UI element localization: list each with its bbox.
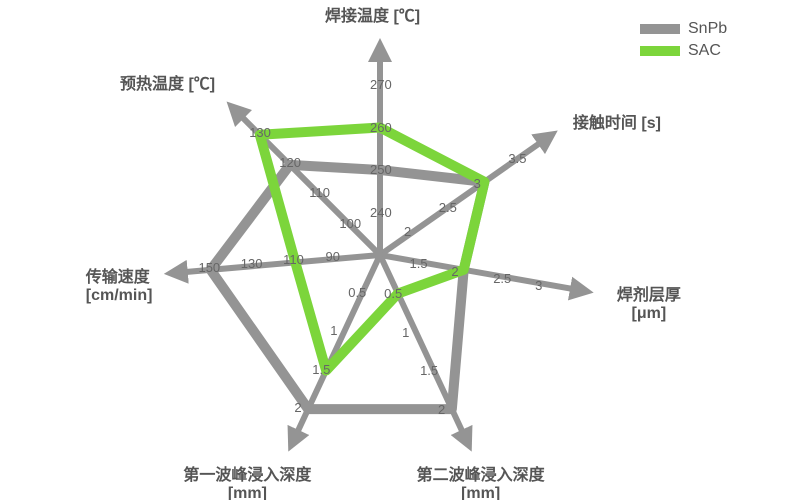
axis-label-contact: 接触时间 [s] — [573, 109, 661, 133]
tick-contact-2.5: 2.5 — [439, 200, 457, 215]
legend: SnPb SAC — [640, 20, 727, 64]
legend-label-SnPb: SnPb — [688, 20, 727, 38]
tick-dip1-0.5: 0.5 — [348, 285, 366, 300]
legend-item-SnPb: SnPb — [640, 20, 727, 38]
tick-dip2-2: 2 — [438, 402, 445, 417]
legend-label-SAC: SAC — [688, 42, 721, 60]
tick-preheat-110: 110 — [309, 185, 330, 200]
tick-dip1-1: 1 — [330, 323, 337, 338]
legend-swatch-SAC — [640, 46, 680, 56]
tick-weld_temp-270: 270 — [370, 77, 392, 92]
tick-weld_temp-250: 250 — [370, 162, 392, 177]
tick-layer-3: 3 — [535, 278, 542, 293]
legend-swatch-SnPb — [640, 24, 680, 34]
tick-layer-2.5: 2.5 — [493, 271, 511, 286]
axis-label-dip1: 第一波峰浸入深度[mm] — [183, 461, 311, 500]
legend-item-SAC: SAC — [640, 42, 727, 60]
tick-contact-2: 2 — [404, 224, 411, 239]
radar-chart-container: 240 250 260 270 2 2.5 3 3.5 1.5 2 2.5 3 0.5 1 1.5 2 0.5 1… — [0, 0, 800, 500]
tick-contact-3.5: 3.5 — [508, 151, 526, 166]
tick-speed-110: 110 — [283, 252, 304, 267]
tick-layer-2: 2 — [451, 264, 458, 279]
axis-label-preheat: 预热温度 [℃] — [120, 70, 215, 94]
tick-speed-130: 130 — [241, 256, 263, 271]
tick-weld_temp-240: 240 — [370, 205, 392, 220]
axis-label-dip2: 第二波峰浸入深度[mm] — [417, 461, 545, 500]
tick-preheat-120: 120 — [279, 155, 301, 170]
tick-dip2-1.5: 1.5 — [420, 363, 438, 378]
tick-preheat-130: 130 — [249, 125, 271, 140]
axis-label-layer: 焊剂层厚[μm] — [617, 281, 681, 323]
tick-speed-90: 90 — [325, 249, 339, 264]
axis-label-speed: 传输速度[cm/min] — [86, 263, 153, 305]
tick-dip2-0.5: 0.5 — [384, 286, 402, 301]
tick-dip1-2: 2 — [294, 400, 301, 415]
tick-layer-1.5: 1.5 — [410, 256, 428, 271]
axis-label-weld_temp: 焊接温度 [℃] — [325, 2, 420, 26]
tick-dip1-1.5: 1.5 — [312, 362, 330, 377]
tick-contact-3: 3 — [474, 176, 481, 191]
tick-weld_temp-260: 260 — [370, 120, 392, 135]
tick-preheat-100: 100 — [339, 216, 361, 231]
tick-speed-150: 150 — [198, 260, 220, 275]
tick-dip2-1: 1 — [402, 325, 409, 340]
